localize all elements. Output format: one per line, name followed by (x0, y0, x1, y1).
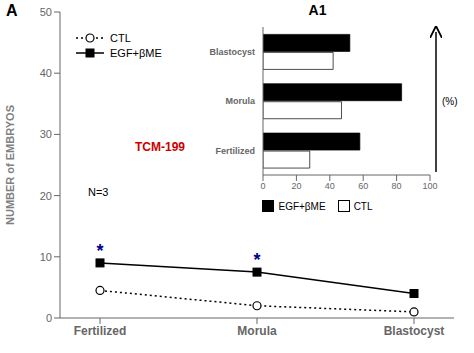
svg-text:20: 20 (291, 181, 301, 191)
html-text:N=3: N=3 (88, 186, 109, 198)
svg-text:Blastocyst: Blastocyst (384, 324, 445, 338)
svg-text:40: 40 (325, 181, 335, 191)
svg-text:Fertilized: Fertilized (215, 146, 255, 156)
svg-text:Fertilized: Fertilized (74, 324, 127, 338)
html-text:A1: A1 (308, 2, 327, 18)
svg-text:60: 60 (358, 181, 368, 191)
html-text:A: A (6, 2, 18, 19)
svg-text:40: 40 (40, 67, 52, 79)
svg-text:50: 50 (40, 6, 52, 18)
svg-text:80: 80 (392, 181, 402, 191)
svg-text:0: 0 (46, 312, 52, 324)
svg-text:0: 0 (260, 181, 265, 191)
html-text:TCM-199: TCM-199 (135, 140, 185, 154)
svg-text:*: * (96, 241, 103, 261)
svg-text:100: 100 (422, 181, 437, 191)
svg-text:NUMBER of EMBRYOS: NUMBER of EMBRYOS (8, 105, 16, 225)
html-text:EGF+βME: EGF+βME (110, 46, 162, 59)
html-text:CTL: CTL (110, 31, 131, 44)
svg-text:Blastocyst: Blastocyst (209, 47, 255, 57)
html-text:CTL: CTL (353, 200, 373, 212)
html-text:EGF+βME: EGF+βME (278, 200, 326, 212)
svg-text:*: * (253, 250, 260, 270)
svg-text:20: 20 (40, 190, 52, 202)
svg-text:Morula: Morula (237, 324, 277, 338)
svg-text:Morula: Morula (225, 96, 255, 106)
svg-text:30: 30 (40, 128, 52, 140)
svg-text:10: 10 (40, 251, 52, 263)
